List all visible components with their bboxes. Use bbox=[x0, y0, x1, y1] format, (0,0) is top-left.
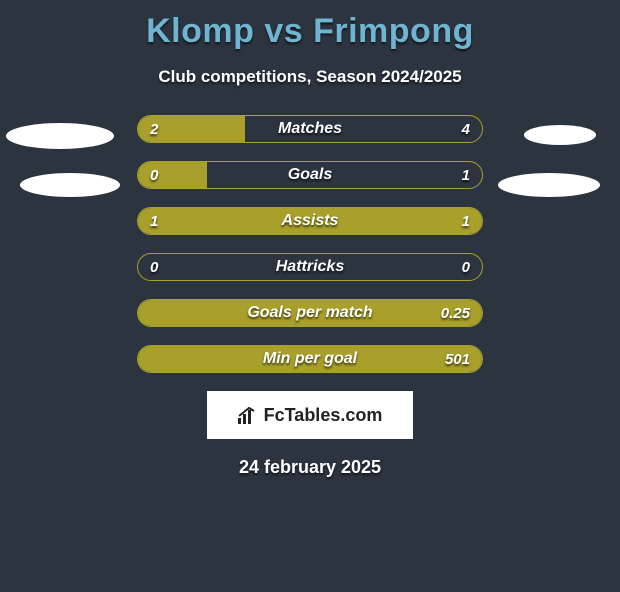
stat-label: Goals per match bbox=[138, 300, 482, 326]
player-left-oval-2 bbox=[20, 173, 120, 197]
stat-row: 1Assists1 bbox=[137, 207, 483, 235]
date-label: 24 february 2025 bbox=[0, 457, 620, 478]
stat-row: 0Goals1 bbox=[137, 161, 483, 189]
stat-label: Matches bbox=[138, 116, 482, 142]
stats-area: 2Matches40Goals11Assists10Hattricks0Goal… bbox=[0, 115, 620, 373]
stat-label: Assists bbox=[138, 208, 482, 234]
stat-value-right: 501 bbox=[445, 346, 470, 372]
player-right-oval-1 bbox=[524, 125, 596, 145]
stat-bars: 2Matches40Goals11Assists10Hattricks0Goal… bbox=[137, 115, 483, 373]
stat-value-right: 0 bbox=[462, 254, 470, 280]
stat-row: Min per goal501 bbox=[137, 345, 483, 373]
player-right-oval-2 bbox=[498, 173, 600, 197]
subtitle: Club competitions, Season 2024/2025 bbox=[0, 67, 620, 87]
stat-row: Goals per match0.25 bbox=[137, 299, 483, 327]
stat-row: 0Hattricks0 bbox=[137, 253, 483, 281]
stat-row: 2Matches4 bbox=[137, 115, 483, 143]
stat-value-right: 1 bbox=[462, 162, 470, 188]
stat-label: Min per goal bbox=[138, 346, 482, 372]
stat-label: Hattricks bbox=[138, 254, 482, 280]
stat-value-right: 1 bbox=[462, 208, 470, 234]
stat-value-right: 4 bbox=[462, 116, 470, 142]
stat-value-right: 0.25 bbox=[441, 300, 470, 326]
player-left-oval-1 bbox=[6, 123, 114, 149]
branding-badge: FcTables.com bbox=[207, 391, 413, 439]
branding-text: FcTables.com bbox=[264, 405, 383, 426]
page-title: Klomp vs Frimpong bbox=[0, 12, 620, 51]
chart-icon bbox=[238, 406, 260, 424]
stat-label: Goals bbox=[138, 162, 482, 188]
